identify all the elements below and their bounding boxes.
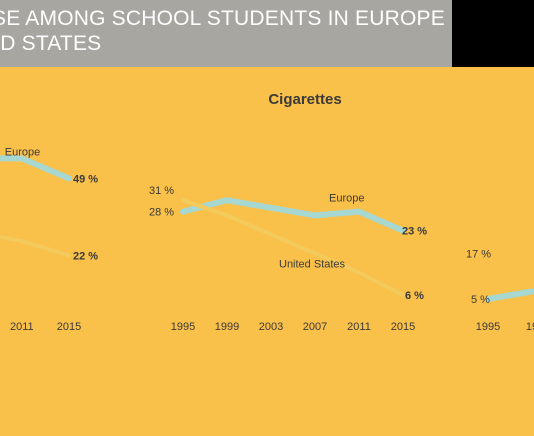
end-value-label-1-0: 23 %: [402, 226, 427, 238]
series-name-label-1-0: Europe: [329, 193, 364, 205]
series-line-2-0: [485, 288, 534, 302]
chart-header: SE AMONG SCHOOL STUDENTS IN EUROPE ED ST…: [0, 0, 452, 67]
x-tick-label-1-5: 2015: [391, 321, 415, 333]
x-tick-label-1-2: 2003: [259, 321, 283, 333]
end-value-label-0-1: 22 %: [73, 250, 98, 262]
end-value-label-1-1: 6 %: [405, 290, 424, 302]
series-line-0-1: [0, 235, 71, 258]
series-name-label-1-1: United States: [279, 258, 346, 270]
x-tick-label-1-0: 1995: [171, 321, 195, 333]
x-tick-label-1-3: 2007: [303, 321, 327, 333]
header-title-line-2: ED STATES: [0, 32, 102, 55]
x-tick-label-0-1: 2011: [10, 321, 34, 333]
header-title-line-1: SE AMONG SCHOOL STUDENTS IN EUROPE: [0, 7, 445, 30]
chart-title-1: Cigarettes: [268, 91, 341, 108]
x-tick-label-0-2: 2015: [57, 321, 81, 333]
end-value-label-0-0: 49 %: [73, 173, 98, 185]
corner-block: [452, 0, 534, 67]
x-tick-label-1-4: 2011: [347, 321, 371, 333]
start-value-label-1-1: 31 %: [149, 185, 174, 197]
series-line-0-0: [0, 155, 72, 182]
series-line-1-1: [181, 198, 405, 298]
x-tick-label-1-1: 1999: [215, 321, 239, 333]
x-tick-label-2-0: 1995: [476, 321, 500, 333]
start-value-label-2-1: 17 %: [466, 248, 491, 260]
start-value-label-2-0: 5 %: [471, 294, 490, 306]
start-value-label-1-0: 28 %: [149, 207, 174, 219]
series-line-1-0: [180, 197, 406, 234]
series-name-label-0-0: Europe: [5, 146, 40, 158]
x-tick-label-2-1: 19: [526, 321, 534, 333]
